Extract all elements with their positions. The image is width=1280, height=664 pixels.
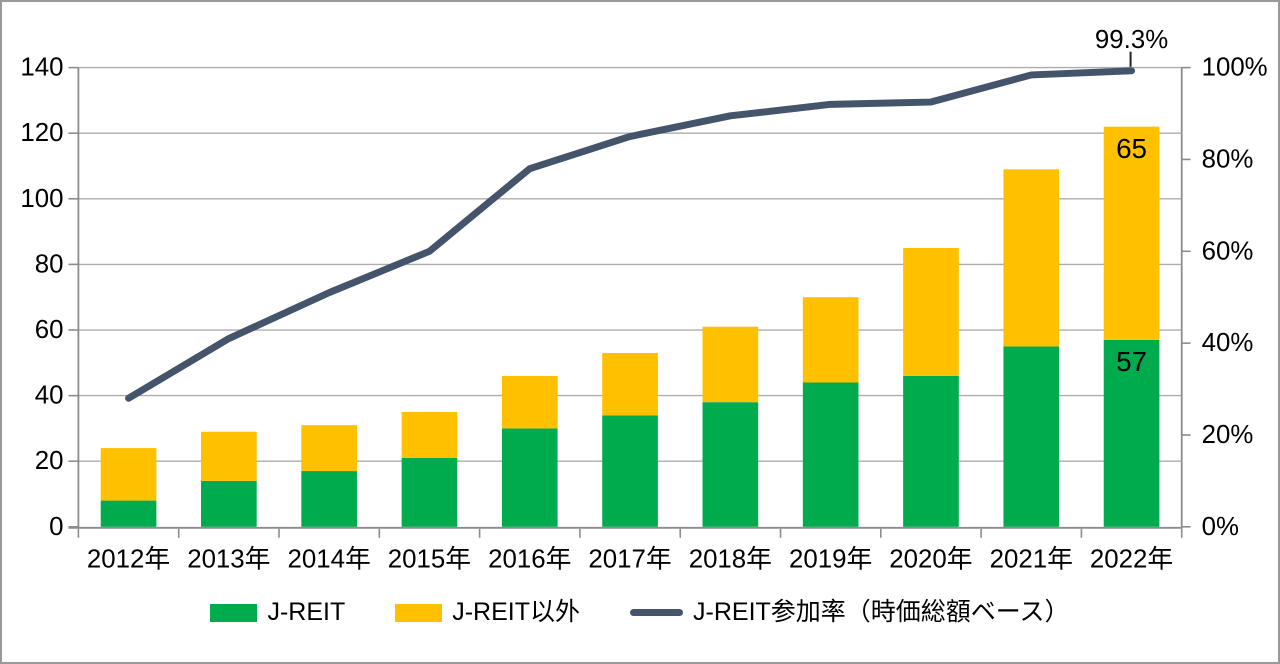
x-axis-label: 2021年 [990, 545, 1073, 574]
left-axis-label: 140 [20, 54, 63, 82]
x-axis-label: 2020年 [889, 545, 972, 574]
legend-line-sample-icon [630, 609, 684, 616]
left-axis-label: 120 [20, 119, 63, 147]
left-axis-label: 100 [20, 185, 63, 213]
x-axis-label: 2013年 [187, 545, 270, 574]
legend: J-REIT J-REIT以外 J-REIT参加率（時価総額ベース） [2, 600, 1278, 625]
left-axis-label: 20 [35, 447, 64, 475]
bar-segment-J-REIT以外-2016年 [501, 375, 558, 429]
legend-swatch-jreit-icon [210, 603, 258, 622]
bar-segment-J-REIT-2022年 [1103, 339, 1160, 527]
right-axis-label: 0% [1202, 513, 1239, 541]
left-axis-label: 80 [35, 250, 64, 278]
x-axis-label: 2014年 [288, 545, 371, 574]
bar-segment-J-REIT-2014年 [301, 471, 357, 527]
bar-data-label-J-REIT: 57 [1116, 346, 1147, 377]
x-axis-label: 2016年 [488, 545, 571, 574]
bar-segment-J-REIT以外-2019年 [802, 297, 859, 383]
x-axis-label: 2019年 [789, 545, 872, 574]
bar-segment-J-REIT以外-2018年 [702, 326, 759, 403]
bar-segment-J-REIT-2021年 [1003, 346, 1060, 527]
bar-segment-J-REIT以外-2020年 [903, 248, 959, 376]
x-axis-label: 2012年 [87, 545, 170, 574]
right-axis-label: 20% [1202, 421, 1254, 449]
bar-segment-J-REIT以外-2013年 [201, 431, 257, 481]
right-axis-label: 100% [1202, 54, 1268, 82]
bar-data-label-J-REIT以外: 65 [1116, 133, 1147, 164]
left-axis-label: 60 [35, 316, 64, 344]
legend-item-participation-rate: J-REIT参加率（時価総額ベース） [630, 600, 1070, 625]
x-axis-label: 2022年 [1090, 545, 1173, 574]
line-end-annotation: 99.3% [1095, 26, 1168, 54]
bar-segment-J-REIT以外-2017年 [602, 352, 658, 416]
bar-segment-J-REIT-2017年 [602, 415, 658, 527]
x-axis-label: 2015年 [388, 545, 471, 574]
bar-segment-J-REIT-2020年 [903, 375, 959, 527]
right-axis-label: 80% [1202, 145, 1254, 173]
left-axis-label: 0 [49, 513, 63, 541]
x-axis-label: 2018年 [689, 545, 772, 574]
x-axis-label: 2017年 [588, 545, 671, 574]
legend-label-jreit: J-REIT [267, 598, 346, 626]
legend-item-jreit: J-REIT [210, 600, 345, 625]
bar-segment-J-REIT-2012年 [100, 500, 157, 527]
left-axis-label: 40 [35, 382, 64, 410]
bar-segment-J-REIT-2018年 [702, 402, 759, 527]
legend-item-jreit-igai: J-REIT以外 [395, 600, 580, 625]
bar-segment-J-REIT以外-2014年 [301, 425, 357, 472]
line-series-participation-rate [125, 67, 1136, 402]
right-axis-label: 60% [1202, 237, 1254, 265]
bar-segment-J-REIT以外-2021年 [1003, 169, 1060, 347]
bar-segment-J-REIT-2019年 [802, 382, 859, 527]
right-axis-label: 40% [1202, 329, 1254, 357]
legend-swatch-jreit-igai-icon [395, 603, 443, 622]
bar-segment-J-REIT以外-2015年 [401, 412, 458, 458]
legend-label-jreit-igai: J-REIT以外 [452, 598, 581, 626]
bar-segment-J-REIT以外-2012年 [100, 448, 157, 501]
bar-segment-J-REIT-2015年 [401, 457, 458, 527]
bar-segment-J-REIT-2013年 [201, 480, 257, 527]
legend-label-participation-rate: J-REIT参加率（時価総額ベース） [693, 598, 1070, 626]
bar-segment-J-REIT以外-2022年 [1103, 126, 1160, 340]
bar-segment-J-REIT-2016年 [501, 428, 558, 527]
